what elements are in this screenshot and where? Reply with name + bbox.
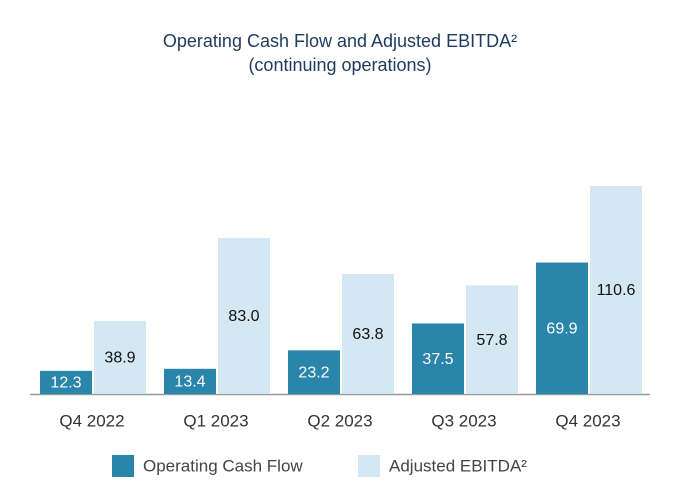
x-tick-label: Q4 2023 [555,411,620,430]
x-tick-label: Q4 2022 [59,411,124,430]
chart-subtitle: (continuing operations) [248,55,431,75]
x-tick-label: Q3 2023 [431,411,496,430]
value-label: 38.9 [104,350,135,367]
value-label: 83.0 [228,308,259,325]
chart-title: Operating Cash Flow and Adjusted EBITDA² [163,31,517,51]
value-label: 69.9 [546,320,577,337]
value-label: 110.6 [597,282,636,299]
bar [342,274,394,394]
bar [94,320,146,394]
bar [590,186,642,394]
value-label: 23.2 [298,364,329,381]
value-label: 13.4 [174,374,205,391]
x-tick-label: Q2 2023 [307,411,372,430]
value-label: 63.8 [352,326,383,343]
value-label: 57.8 [476,332,507,349]
bar [164,368,216,394]
value-label: 12.3 [50,375,81,392]
bar [466,285,518,394]
legend-swatch [112,455,134,477]
bar [288,350,340,394]
bar [412,323,464,394]
value-label: 37.5 [422,351,453,368]
legend-swatch [358,455,380,477]
legend-label: Adjusted EBITDA² [389,456,527,475]
legend-label: Operating Cash Flow [143,456,303,475]
bar [536,262,588,394]
bar [218,237,270,394]
x-tick-label: Q1 2023 [183,411,248,430]
bar [40,370,92,394]
